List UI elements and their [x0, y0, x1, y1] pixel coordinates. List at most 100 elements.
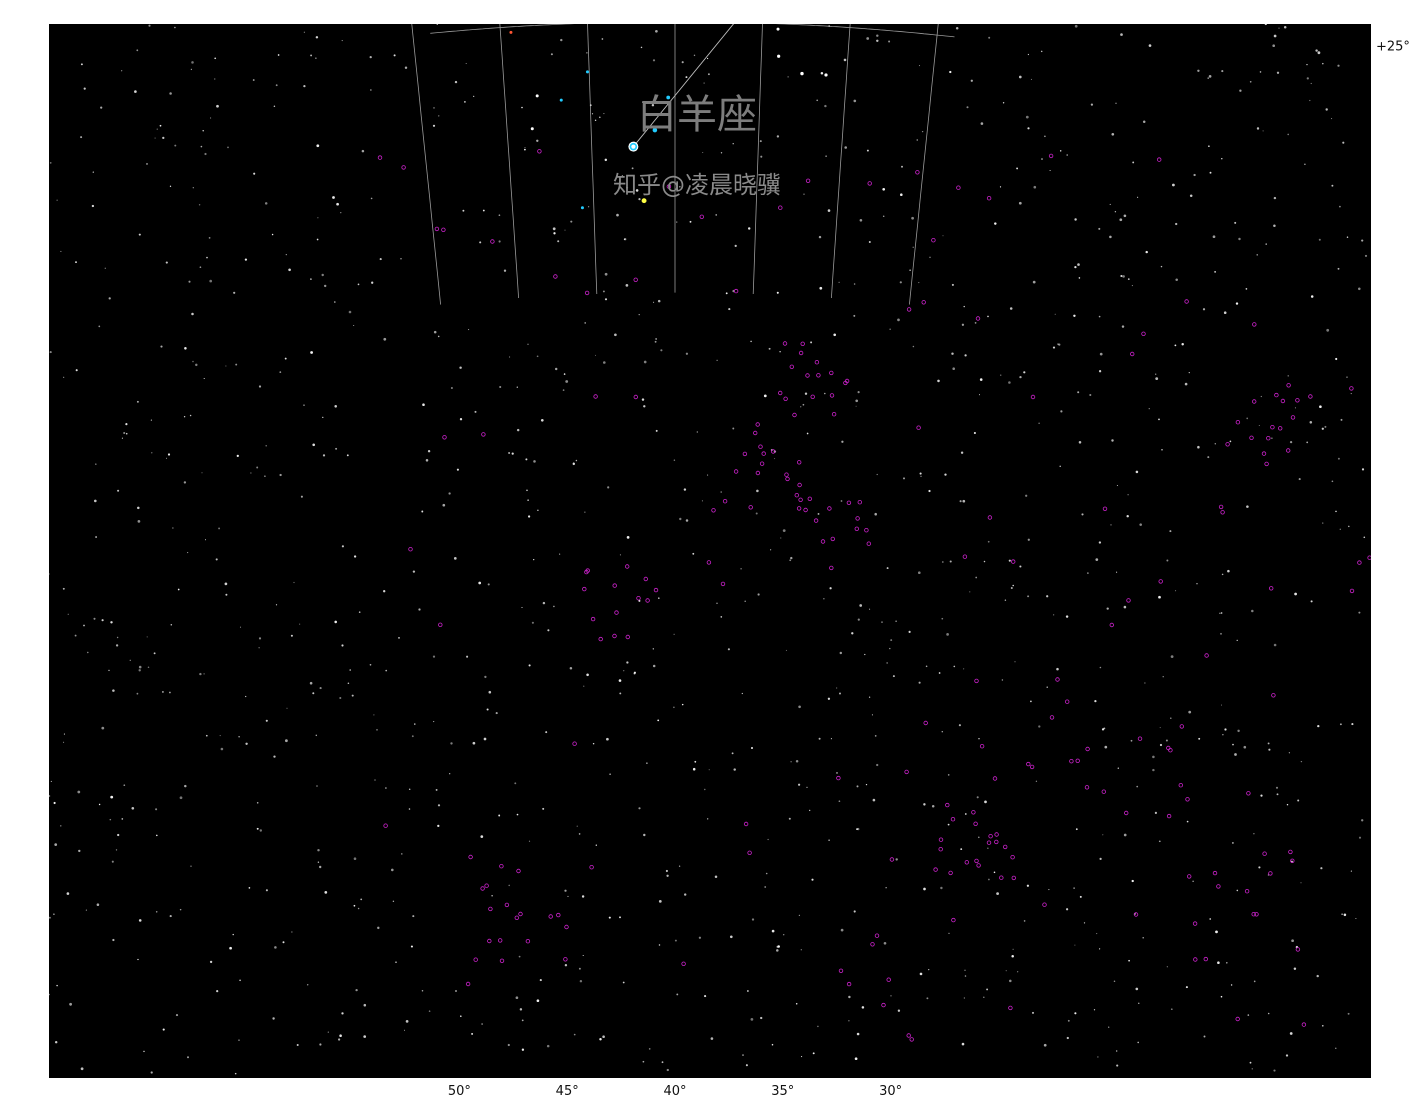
faint-star: [1235, 302, 1239, 305]
faint-star: [853, 99, 857, 103]
faint-star: [755, 512, 758, 515]
galaxy-marker: [904, 769, 909, 775]
faint-star: [949, 70, 952, 74]
faint-star: [557, 240, 560, 243]
galaxy-marker: [1244, 889, 1250, 894]
galaxy-marker: [992, 776, 998, 781]
faint-star: [553, 232, 556, 235]
galaxy-marker: [830, 536, 835, 542]
faint-star: [154, 137, 156, 139]
faint-star: [521, 106, 523, 109]
galaxy-marker: [755, 470, 761, 476]
faint-star: [245, 742, 248, 745]
faint-star: [948, 932, 950, 935]
faint-star: [1227, 569, 1230, 573]
faint-star: [578, 967, 581, 970]
faint-star: [974, 322, 977, 324]
faint-star: [353, 904, 356, 907]
faint-star: [225, 365, 227, 367]
faint-star: [1316, 974, 1319, 978]
faint-star: [334, 405, 337, 408]
faint-star: [1306, 63, 1308, 66]
faint-star: [1275, 786, 1279, 789]
faint-star: [1220, 995, 1223, 998]
faint-star: [594, 119, 597, 122]
faint-star: [324, 891, 328, 894]
faint-star: [1139, 523, 1142, 526]
faint-star: [1181, 343, 1184, 346]
faint-star: [1355, 917, 1357, 920]
faint-star: [391, 868, 394, 872]
faint-star: [218, 527, 221, 530]
faint-star: [112, 938, 115, 942]
faint-star: [1221, 70, 1224, 73]
faint-star: [465, 62, 467, 65]
faint-star: [1044, 135, 1046, 138]
faint-star: [861, 1006, 865, 1009]
faint-star: [499, 385, 502, 389]
galaxy-marker: [820, 539, 826, 544]
faint-star: [562, 389, 565, 391]
faint-star: [1165, 739, 1168, 742]
galaxy-marker: [1262, 851, 1267, 856]
faint-star: [360, 898, 363, 901]
star: [530, 127, 534, 131]
faint-star: [448, 492, 451, 495]
faint-star: [56, 984, 58, 987]
faint-star: [63, 741, 65, 743]
faint-star: [392, 900, 395, 902]
galaxy-marker: [931, 237, 936, 243]
faint-star: [341, 1012, 344, 1015]
faint-star: [353, 857, 357, 860]
faint-star: [916, 139, 918, 141]
faint-star: [456, 468, 459, 471]
galaxy-marker: [986, 195, 992, 201]
faint-star: [1031, 1011, 1035, 1014]
faint-star: [962, 499, 966, 503]
faint-star: [277, 54, 280, 56]
faint-star: [238, 1039, 240, 1041]
galaxy-marker: [636, 596, 641, 601]
galaxy-marker: [1030, 394, 1036, 400]
faint-star: [859, 604, 863, 607]
faint-star: [642, 101, 645, 104]
galaxy-marker: [1133, 912, 1139, 917]
faint-star: [853, 314, 856, 317]
faint-star: [1121, 325, 1125, 328]
galaxy-marker: [499, 958, 505, 963]
faint-star: [1158, 840, 1161, 843]
galaxy-marker: [408, 547, 413, 552]
faint-star: [806, 786, 808, 789]
faint-star: [1111, 132, 1115, 136]
faint-star: [252, 79, 255, 81]
galaxy-marker: [973, 821, 978, 826]
faint-star: [199, 672, 202, 676]
faint-star: [1004, 599, 1007, 601]
faint-star: [332, 196, 335, 199]
faint-star: [1189, 194, 1193, 198]
faint-star: [798, 914, 801, 917]
faint-star: [1162, 676, 1164, 678]
faint-star: [425, 459, 429, 462]
faint-star: [750, 340, 752, 343]
faint-star: [233, 291, 236, 294]
faint-star: [353, 555, 357, 558]
faint-star: [474, 410, 477, 413]
faint-star: [937, 379, 940, 383]
galaxy-marker: [468, 854, 473, 860]
faint-star: [819, 286, 823, 290]
galaxy-marker: [1178, 783, 1183, 788]
faint-star: [514, 782, 517, 785]
faint-star: [598, 116, 601, 119]
faint-star: [1065, 908, 1069, 911]
faint-star: [49, 162, 52, 164]
faint-star: [537, 509, 539, 512]
faint-star: [1350, 870, 1352, 872]
faint-star: [909, 269, 911, 271]
faint-star: [527, 343, 529, 345]
faint-star: [459, 418, 463, 421]
faint-star: [49, 993, 50, 996]
faint-star: [408, 788, 411, 790]
galaxy-marker: [584, 290, 590, 296]
faint-star: [964, 354, 967, 357]
